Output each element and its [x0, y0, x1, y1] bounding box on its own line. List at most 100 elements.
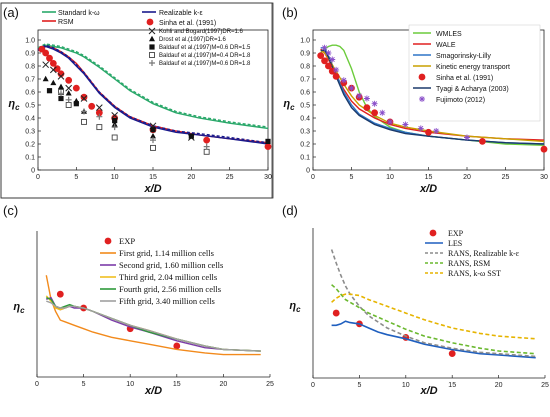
data-point-sinha-et-al-1991 — [72, 84, 80, 92]
data-point-baldauf-et-al-1997-m-0-6-dr-1-5 — [150, 127, 156, 133]
data-point-kohli-and-bogard-1997-dr-1-6 — [57, 73, 65, 80]
data-point-baldauf-et-al-1997-m-0-6-dr-1-5 — [73, 101, 79, 107]
panel-b: (b) 0 5 10 15 20 25 30 0 0.1 0.2 0.3 0.4 0.5 0.6 0.7 0.8… — [0, 2, 548, 199]
series-baldauf-et-al-1997-m-0-6-dr-1-8 — [58, 90, 210, 150]
x-tick-label: 20 — [463, 174, 471, 181]
y-axis-label-subscript: c — [15, 103, 20, 112]
legend: EXP First grid, 1.14 million cells Second … — [100, 236, 223, 306]
data-point-fujimoto-2012 — [464, 134, 470, 141]
series-rans-k-sst — [331, 293, 536, 340]
x-tick-label: 15 — [173, 381, 181, 388]
legend-label: Tyagi & Acharya (2003) — [436, 86, 509, 93]
y-axis-label-subscript: c — [296, 305, 301, 314]
data-point-sinha-et-al-1991 — [42, 49, 50, 57]
legend-label: First grid, 1.14 million cells — [119, 248, 214, 258]
panel-label: (b) — [282, 5, 298, 20]
data-point-sinha-et-al-1991 — [317, 52, 325, 59]
legend-label: RSM — [58, 19, 74, 26]
series-line-rans-k-sst — [331, 293, 536, 340]
series-line-tyagi-acharya-2003 — [320, 49, 545, 145]
data-point-exp — [56, 290, 64, 298]
x-tick-label: 20 — [495, 382, 503, 389]
data-point-baldauf-et-al-1997-m-0-4-dr-1-8 — [150, 144, 156, 151]
data-point-sinha-et-al-1991 — [540, 145, 548, 153]
series-first-grid-1-14-million-cells — [45, 275, 261, 356]
y-tick-label: 0.4 — [300, 116, 310, 123]
x-tick-label: 5 — [74, 174, 78, 181]
legend-label: Baldauf et al.(1997)M=0.4 DR=1.8 — [159, 53, 251, 59]
y-tick-label: 0 — [306, 168, 310, 175]
data-point-drost-et-al-1997-dr-1-6 — [42, 75, 49, 82]
data-point-sinha-et-al-1991 — [88, 102, 96, 110]
x-tick-label: 15 — [149, 174, 157, 181]
y-tick-label: 0.6 — [300, 90, 310, 97]
data-point-baldauf-et-al-1997-m-0-4-dr-1-8 — [111, 134, 118, 141]
legend-label: EXP — [448, 229, 464, 238]
data-point-fujimoto-2012 — [387, 118, 393, 125]
series-tyagi-acharya-2003 — [320, 49, 545, 145]
y-axis-label-subscript: c — [290, 103, 295, 112]
series-baldauf-et-al-1997-m-0-4-dr-1-8 — [58, 89, 210, 155]
legend-label: RANS, Realizable k-ε — [448, 249, 520, 258]
y-tick-label: 0.5 — [300, 103, 310, 110]
y-tick-label: 0.4 — [25, 116, 35, 123]
legend-swatch — [149, 44, 155, 50]
data-point-baldauf-et-al-1997-m-0-4-dr-1-8 — [203, 148, 210, 155]
series-rans-rsm — [331, 284, 536, 355]
data-point-baldauf-et-al-1997-m-0-6-dr-1-8 — [81, 108, 87, 115]
data-point-drost-et-al-1997-dr-1-6 — [111, 121, 118, 127]
legend-label: Fujimoto (2012) — [436, 97, 485, 104]
x-tick-label: 20 — [187, 174, 195, 181]
data-point-exp — [332, 309, 340, 317]
data-point-sinha-et-al-1991 — [49, 60, 57, 67]
legend-swatch — [429, 229, 437, 237]
y-tick-label: 0.2 — [300, 142, 310, 149]
data-point-fujimoto-2012 — [333, 66, 340, 73]
legend-label: Baldauf et al.(1997)M=0.6 DR=1.8 — [159, 61, 251, 67]
series-line-realizable-k-dashed — [37, 44, 269, 144]
y-tick-label: 0.6 — [25, 90, 35, 97]
data-point-kohli-and-bogard-1997-dr-1-6 — [42, 61, 50, 69]
series-baldauf-et-al-1997-m-0-6-dr-1-5 — [46, 88, 271, 144]
legend-swatch — [419, 96, 425, 102]
y-tick-label: 0.8 — [300, 64, 310, 71]
x-tick-label: 10 — [402, 382, 410, 389]
data-point-baldauf-et-al-1997-m-0-6-dr-1-8 — [203, 143, 210, 150]
data-point-baldauf-et-al-1997-m-0-6-dr-1-5 — [112, 118, 118, 124]
x-tick-label: 20 — [220, 381, 228, 388]
x-tick-label: 15 — [425, 174, 433, 181]
legend-label: Fifth grid, 3.40 million cells — [119, 296, 215, 306]
x-tick-label: 5 — [350, 174, 354, 181]
data-point-baldauf-et-al-1997-m-0-6-dr-1-5 — [188, 133, 194, 139]
y-tick-label: 0.3 — [25, 129, 35, 136]
x-tick-label: 30 — [540, 174, 548, 181]
y-tick-label: 0.7 — [25, 77, 35, 84]
legend-swatch — [104, 237, 112, 245]
data-point-exp — [448, 350, 456, 358]
data-point-kohli-and-bogard-1997-dr-1-6 — [49, 66, 57, 74]
data-point-fujimoto-2012 — [371, 100, 378, 107]
data-point-sinha-et-al-1991 — [65, 76, 73, 84]
data-point-drost-et-al-1997-dr-1-6 — [65, 90, 72, 96]
data-point-fujimoto-2012 — [325, 50, 332, 56]
legend-label: EXP — [119, 236, 135, 246]
legend-swatch — [418, 73, 426, 81]
legend-label: LES — [448, 239, 462, 248]
series-rans-realizable-k — [330, 249, 536, 358]
y-tick-label: 0 — [31, 168, 35, 175]
x-axis-label: x/D — [144, 385, 162, 397]
x-tick-label: 25 — [502, 174, 510, 181]
y-axis-label: ηc — [8, 98, 20, 112]
legend-label: Kinetic energy transport — [436, 64, 510, 71]
x-axis-label: x/D — [419, 183, 437, 195]
x-tick-label: 0 — [311, 174, 315, 181]
data-point-sinha-et-al-1991 — [325, 62, 332, 70]
x-tick-label: 25 — [266, 381, 274, 388]
x-tick-label: 0 — [36, 174, 40, 181]
series-line-fifth-grid-3-40-million-cells — [46, 300, 261, 352]
data-point-fujimoto-2012 — [433, 128, 440, 134]
x-tick-label: 0 — [35, 381, 39, 388]
x-tick-label: 10 — [111, 174, 119, 181]
